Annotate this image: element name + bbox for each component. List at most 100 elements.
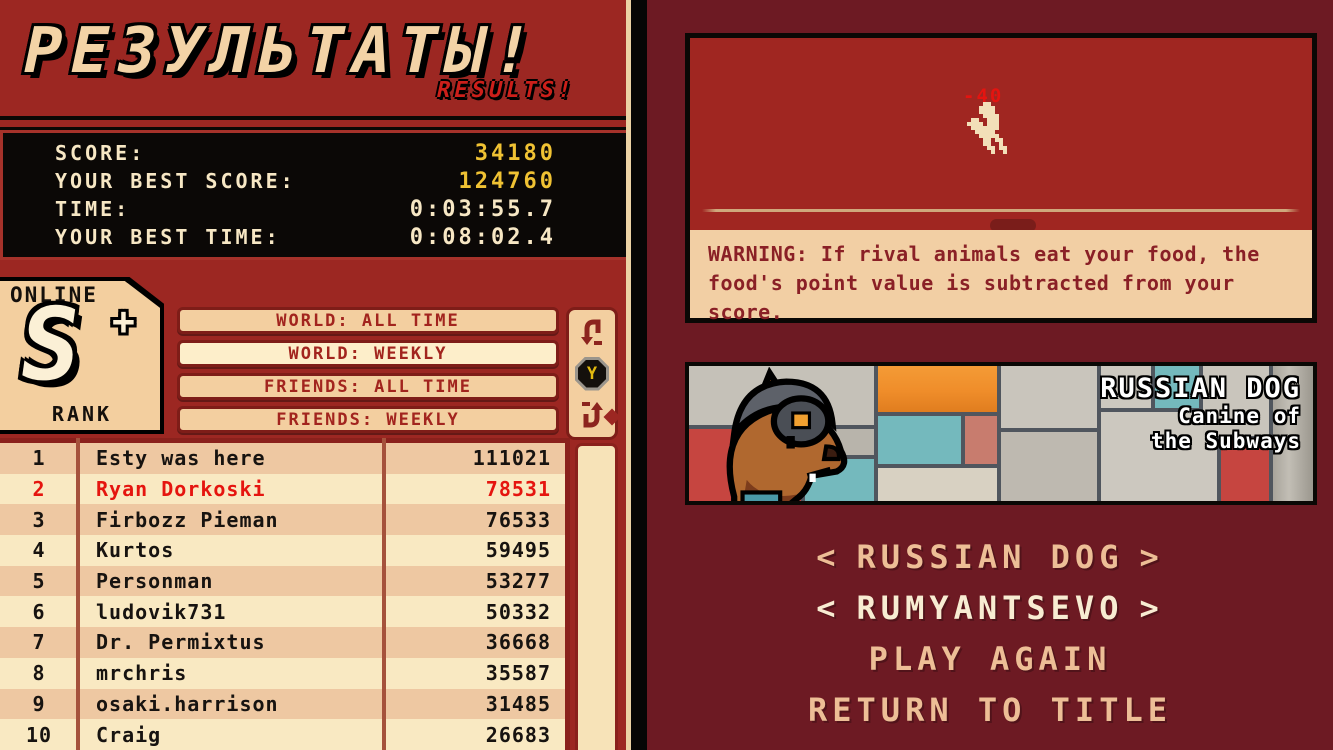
leaderboard-rank: 3 [32, 507, 46, 532]
leaderboard-rank: 7 [32, 630, 46, 655]
carousel-right-icon[interactable]: > [1139, 589, 1164, 627]
leaderboard-rank: 8 [32, 661, 46, 686]
leaderboard-player-name: Dr. Permixtus [96, 630, 266, 655]
filter-button-label: FRIENDS: ALL TIME [264, 376, 472, 397]
carousel-left-icon[interactable]: < [816, 589, 841, 627]
score-label: YOUR BEST TIME: [55, 225, 281, 249]
leaderboard-player-name: Personman [96, 569, 214, 594]
leaderboard-player-name: Firbozz Pieman [96, 507, 279, 532]
header-divider [0, 116, 631, 131]
menu-item-label: RUSSIAN DOG [856, 538, 1124, 576]
y-button-icon[interactable]: Y [575, 356, 609, 391]
score-value: 0:03:55.7 [409, 196, 556, 222]
filter-button-label: FRIENDS: WEEKLY [276, 409, 460, 430]
leaderboard-row: 7 Dr. Permixtus 36668 [0, 627, 565, 658]
leaderboard-scrollbar[interactable] [575, 443, 618, 750]
leaderboard-player-name: ludovik731 [96, 599, 227, 624]
filter-button-label: WORLD: WEEKLY [288, 343, 448, 364]
online-label: ONLINE [10, 283, 98, 307]
menu-item[interactable]: < RUMYANTSEVO > [647, 589, 1333, 627]
leaderboard-score: 78531 [485, 477, 551, 502]
leaderboard-score: 36668 [485, 630, 551, 655]
leaderboard-score: 26683 [485, 722, 551, 747]
score-row: YOUR BEST TIME: 0:08:02.4 [3, 225, 626, 250]
leaderboard-row: 1 Esty was here 111021 [0, 443, 565, 474]
gameplay-preview-panel: -40 WARNING: If rival animals eat your f… [685, 33, 1317, 324]
leaderboard-row: 4 Kurtos 59495 [0, 535, 565, 566]
rival-animal-sprite [963, 102, 967, 106]
score-summary-panel: SCORE: 34180 YOUR BEST SCORE: 124760 TIM… [0, 130, 629, 260]
character-banner: RUSSIAN DOG Canine of the Subways [685, 362, 1317, 505]
leaderboard-player-name: mrchris [96, 661, 188, 686]
tile [878, 468, 997, 501]
floating-score-text: -40 [963, 85, 1004, 107]
leaderboard-player-name: Esty was here [96, 446, 266, 471]
carousel-left-icon[interactable]: < [816, 538, 841, 576]
banner-subtitle-1: Canine of [1178, 404, 1301, 429]
tile [878, 416, 961, 464]
menu-item[interactable]: <RETURN TO TITLE> [647, 691, 1333, 729]
carousel-right-icon[interactable]: > [1139, 538, 1164, 576]
leaderboard-filter-button[interactable]: WORLD: ALL TIME [177, 307, 559, 334]
score-column-divider [382, 438, 386, 750]
leaderboard-score: 53277 [485, 569, 551, 594]
score-value: 0:08:02.4 [409, 224, 556, 250]
tile [878, 366, 997, 412]
leaderboard-rank: 6 [32, 599, 46, 624]
page-title-english: RESULTS! [434, 78, 578, 103]
leaderboard-filter-button[interactable]: FRIENDS: ALL TIME [177, 373, 559, 400]
tile [1273, 366, 1313, 501]
leaderboard-rank: 4 [32, 538, 46, 563]
scroll-up-icon[interactable] [579, 317, 605, 347]
leaderboard-row: 9 osaki.harrison 31485 [0, 688, 565, 720]
tile [1155, 366, 1199, 408]
tile [1001, 432, 1097, 501]
banner-text-block: RUSSIAN DOG Canine of the Subways [1100, 373, 1301, 454]
tile [965, 416, 997, 464]
leaderboard-pager-panel: Y [566, 307, 621, 440]
split-divider [631, 0, 647, 750]
leaderboard-rank: 9 [32, 691, 46, 716]
warning-message: WARNING: If rival animals eat your food,… [690, 230, 1312, 324]
pager-panel-notch [603, 408, 621, 426]
leaderboard-filter-button[interactable]: WORLD: WEEKLY [177, 340, 559, 367]
score-label: YOUR BEST SCORE: [55, 169, 296, 193]
menu-item[interactable]: < RUSSIAN DOG > [647, 538, 1333, 576]
score-row: SCORE: 34180 [3, 141, 626, 166]
leaderboard-table: 1 Esty was here 111021 2 Ryan Dorkoski 7… [0, 438, 570, 750]
online-rank-badge-bg [0, 281, 160, 430]
leaderboard-score: 31485 [485, 691, 551, 716]
score-value: 124760 [458, 168, 556, 194]
leaderboard-row: 2 Ryan Dorkoski 78531 [0, 474, 565, 505]
warning-line-2: food's point value is subtracted from yo… [708, 271, 1235, 324]
results-right-pane: -40 WARNING: If rival animals eat your f… [647, 0, 1333, 750]
menu-item-label: RETURN TO TITLE [808, 691, 1172, 729]
warning-line-1: WARNING: If rival animals eat your food,… [708, 242, 1260, 266]
leaderboard-row: 6 ludovik731 50332 [0, 596, 565, 627]
leaderboard-player-name: Craig [96, 722, 162, 747]
menu-item-label: PLAY AGAIN [868, 640, 1112, 678]
leaderboard-filter-button[interactable]: FRIENDS: WEEKLY [177, 406, 559, 433]
menu-item[interactable]: <PLAY AGAIN> [647, 640, 1333, 678]
leaderboard-row: 8 mrchris 35587 [0, 658, 565, 689]
tile [1203, 366, 1269, 436]
scroll-down-icon[interactable] [579, 400, 605, 430]
leaderboard-player-name: osaki.harrison [96, 691, 279, 716]
score-row: YOUR BEST SCORE: 124760 [3, 169, 626, 194]
menu-item-label: RUMYANTSEVO [856, 589, 1124, 627]
online-rank-badge: ONLINE S + RANK [0, 277, 164, 434]
page-title-cyrillic: РЕЗУЛЬТАТЫ! [16, 14, 548, 87]
leaderboard-player-name: Ryan Dorkoski [96, 477, 266, 502]
leaderboard-score: 76533 [485, 507, 551, 532]
rank-label: RANK [51, 402, 113, 426]
leaderboard-player-name: Kurtos [96, 538, 175, 563]
banner-title: RUSSIAN DOG [1100, 373, 1301, 404]
rank-grade-plus: + [112, 299, 135, 343]
tile [1001, 366, 1097, 428]
leaderboard-filter-buttons: WORLD: ALL TIME WORLD: WEEKLY FRIENDS: A… [177, 307, 559, 433]
leaderboard-score: 35587 [485, 661, 551, 686]
leaderboard-rank: 10 [25, 722, 53, 747]
ground-shadow-blob [990, 219, 1036, 232]
split-divider-highlight [626, 0, 631, 750]
leaderboard-row: 10 Craig 26683 [0, 719, 565, 750]
